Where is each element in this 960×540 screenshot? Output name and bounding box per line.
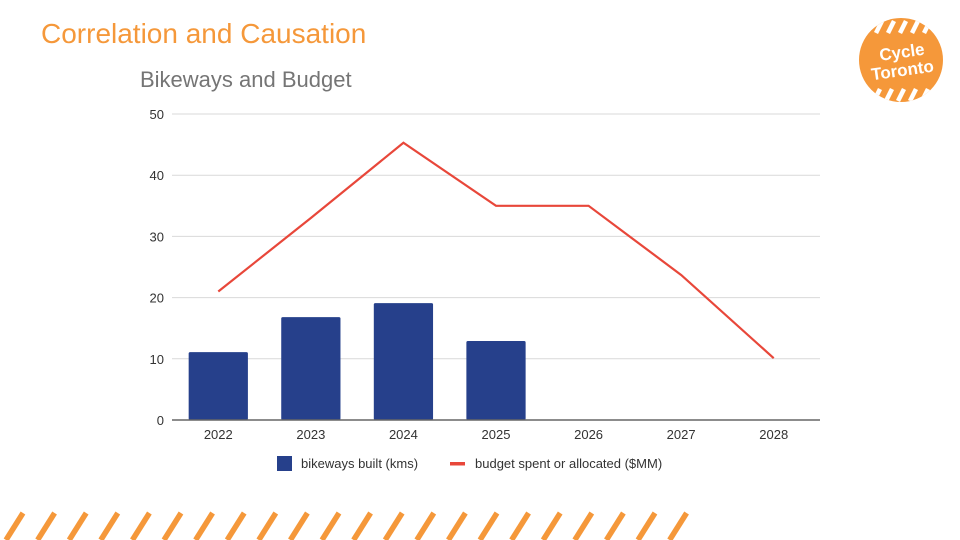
y-tick-label: 30 bbox=[150, 229, 164, 244]
stripe bbox=[446, 511, 468, 540]
y-tick-label: 0 bbox=[157, 413, 164, 428]
y-tick-label: 50 bbox=[150, 107, 164, 122]
legend: bikeways built (kms) budget spent or all… bbox=[277, 456, 662, 471]
bar-2025 bbox=[466, 341, 526, 420]
stripe bbox=[98, 511, 121, 540]
y-tick-label: 40 bbox=[150, 168, 164, 183]
legend-label-budget: budget spent or allocated ($MM) bbox=[475, 456, 662, 471]
stripe bbox=[66, 511, 89, 540]
decorative-stripes bbox=[3, 511, 689, 540]
stripe bbox=[477, 511, 500, 540]
stripe bbox=[3, 511, 26, 540]
stripe bbox=[256, 511, 279, 540]
stripe bbox=[540, 511, 563, 540]
stripe bbox=[414, 511, 437, 540]
chart-title: Bikeways and Budget bbox=[140, 67, 352, 92]
gridlines bbox=[172, 113, 820, 360]
stripe bbox=[319, 511, 342, 540]
stripe bbox=[667, 511, 689, 540]
stripe bbox=[572, 511, 595, 540]
stripe bbox=[35, 511, 57, 540]
cycle-toronto-logo: Cycle Toronto bbox=[859, 18, 943, 102]
legend-swatch-bikeways bbox=[277, 456, 292, 471]
bar-series bbox=[188, 303, 526, 420]
y-axis-ticks: 0 10 20 30 40 50 bbox=[150, 107, 164, 428]
bar-2024 bbox=[373, 303, 434, 420]
x-tick-label: 2024 bbox=[389, 427, 418, 442]
stripe bbox=[509, 511, 531, 540]
stripe bbox=[161, 511, 184, 540]
x-tick-label: 2028 bbox=[759, 427, 788, 442]
x-tick-label: 2026 bbox=[574, 427, 603, 442]
legend-label-bikeways: bikeways built (kms) bbox=[301, 456, 418, 471]
stripe bbox=[224, 511, 247, 540]
y-tick-label: 20 bbox=[150, 291, 164, 306]
bar-2022 bbox=[188, 352, 248, 420]
x-tick-label: 2025 bbox=[482, 427, 511, 442]
stripe bbox=[130, 511, 152, 540]
bar-2023 bbox=[281, 317, 341, 420]
slide-title: Correlation and Causation bbox=[41, 18, 367, 49]
legend-swatch-budget bbox=[450, 462, 465, 466]
y-tick-label: 10 bbox=[150, 352, 164, 367]
x-tick-label: 2023 bbox=[296, 427, 325, 442]
line-series-budget bbox=[217, 141, 775, 360]
stripe bbox=[193, 511, 215, 540]
x-axis-ticks: 2022 2023 2024 2025 2026 2027 2028 bbox=[204, 427, 788, 442]
stripe bbox=[351, 511, 373, 540]
x-tick-label: 2027 bbox=[667, 427, 696, 442]
x-tick-label: 2022 bbox=[204, 427, 233, 442]
stripe bbox=[288, 511, 310, 540]
stripe bbox=[604, 511, 626, 540]
stripe bbox=[635, 511, 658, 540]
stripe bbox=[382, 511, 405, 540]
